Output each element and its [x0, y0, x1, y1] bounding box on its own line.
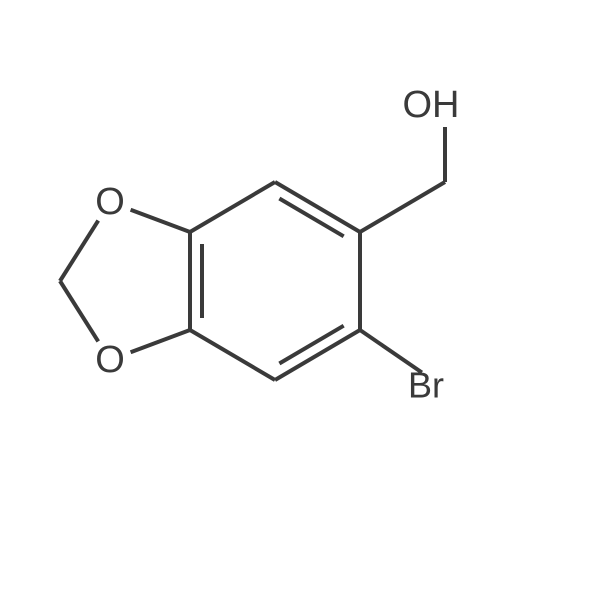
- molecule-diagram: O O OH Br: [0, 0, 600, 600]
- bond-o1-c7: [60, 221, 98, 281]
- atom-label-o3: OH: [403, 84, 460, 126]
- bond-c5-o1: [131, 210, 190, 232]
- atom-label-o1: O: [95, 181, 125, 223]
- atom-label-o2: O: [95, 339, 125, 381]
- bond-c1-c8: [360, 182, 445, 232]
- bond-c3-c4: [190, 330, 275, 380]
- bond-c4-o2: [131, 330, 190, 352]
- atom-label-br: Br: [408, 365, 444, 406]
- bond-c6-c1: [275, 182, 360, 232]
- bond-c2-c3: [275, 330, 360, 380]
- bond-c5-c6: [190, 182, 275, 232]
- bond-o2-c7: [60, 281, 98, 341]
